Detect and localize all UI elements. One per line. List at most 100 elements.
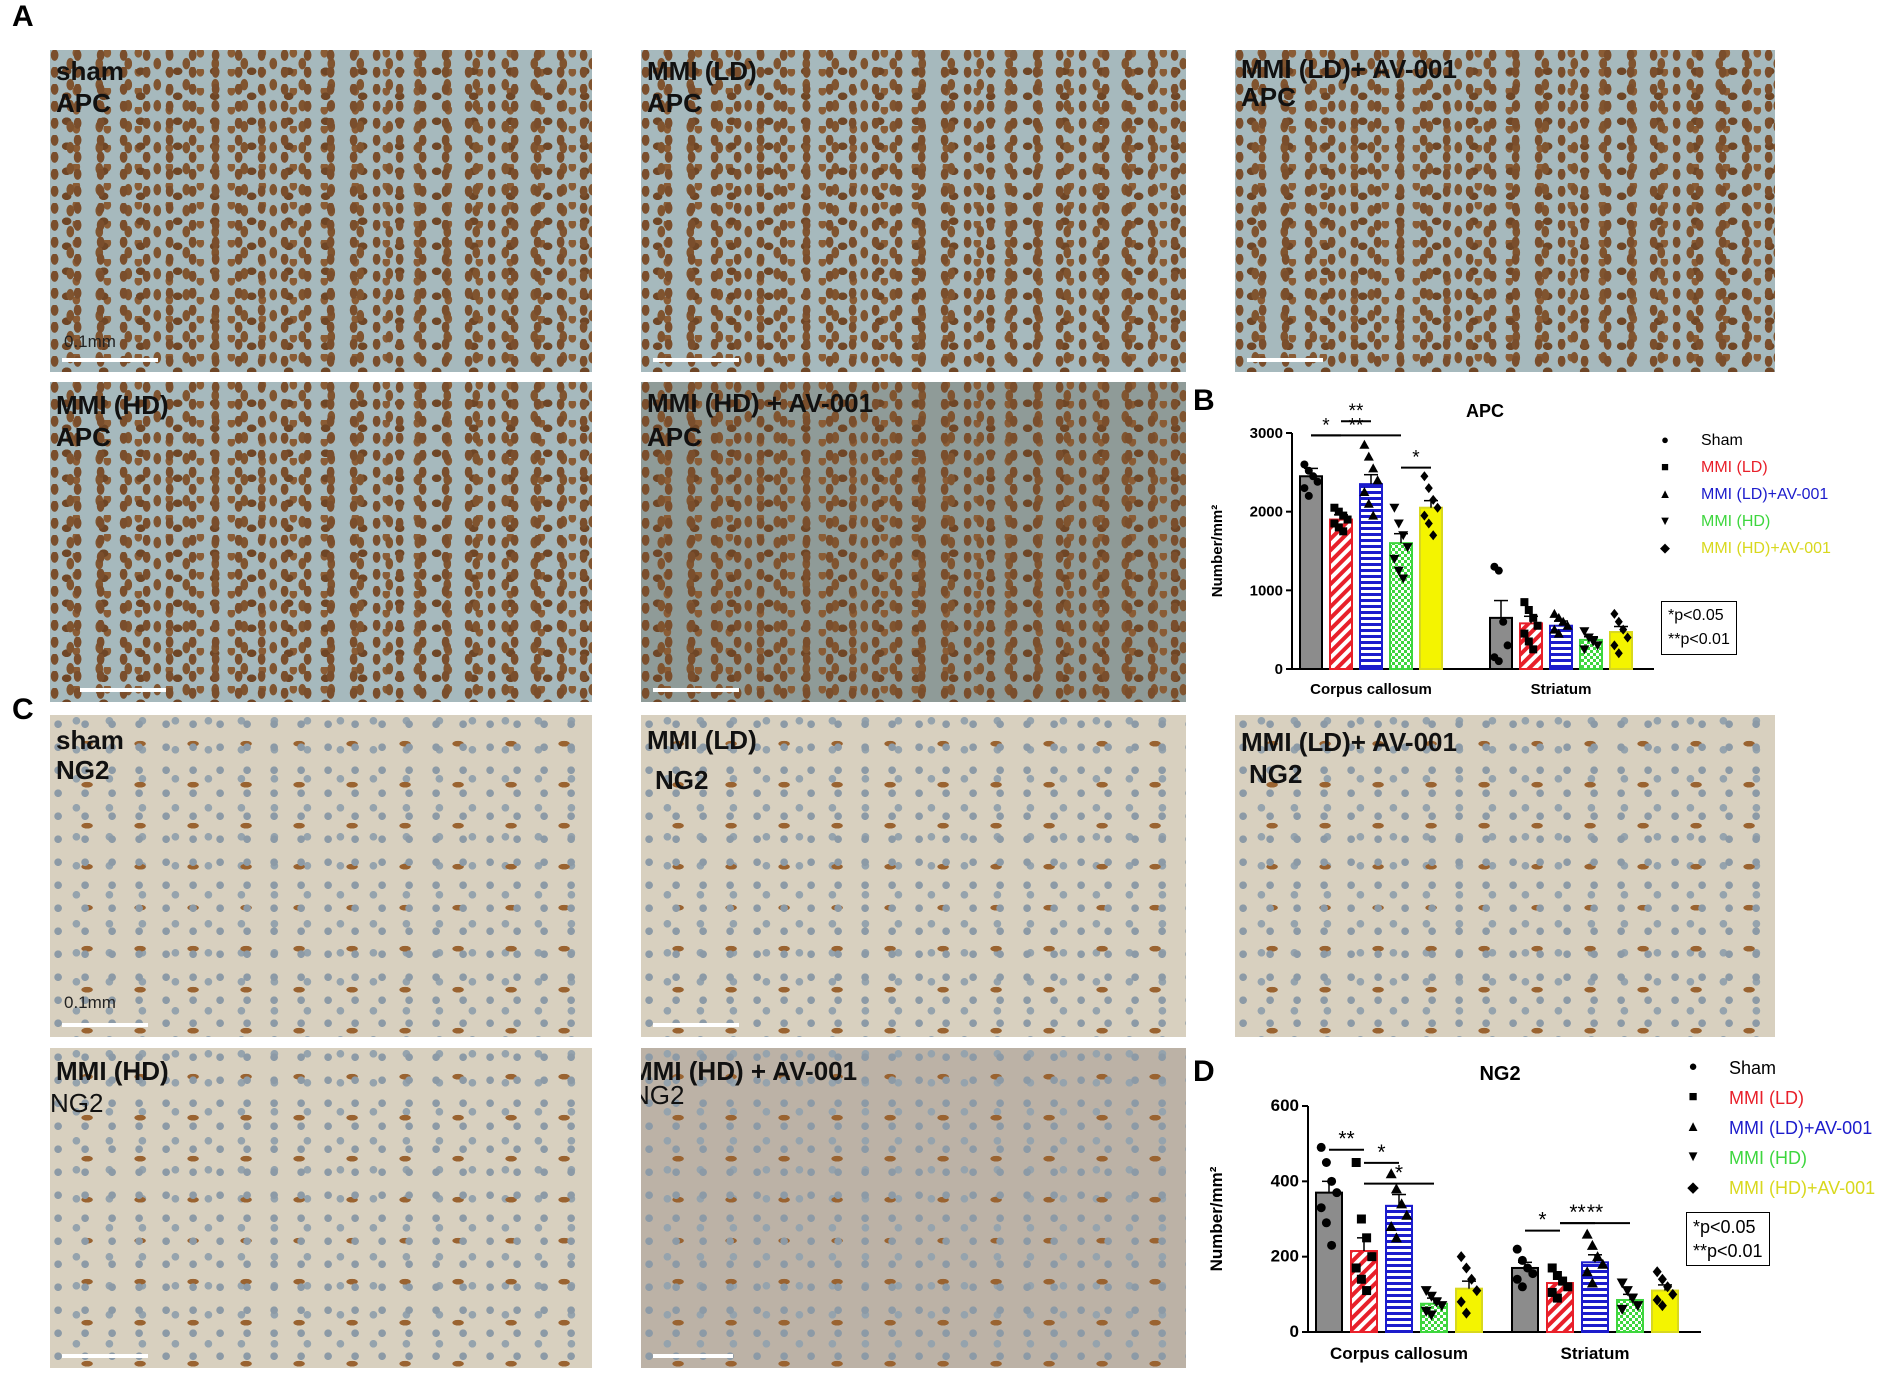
micrograph-stain-label: APC [56, 422, 111, 452]
data-point [1425, 1310, 1437, 1321]
data-point [1517, 1255, 1527, 1265]
micrograph-apc-mmi-hd: MMI (HD) APC [50, 382, 592, 702]
data-point [1339, 511, 1348, 520]
data-point [1663, 1281, 1673, 1293]
scale-bar [653, 358, 739, 362]
data-point [1433, 502, 1442, 513]
data-point [1396, 1198, 1408, 1209]
legend-label: MMI (HD)+AV-001 [1701, 540, 1831, 557]
data-point [1390, 1183, 1402, 1194]
data-point [1385, 1221, 1397, 1232]
micrograph-group-label: sham [56, 725, 124, 755]
significance-label: * [1538, 1209, 1546, 1232]
micrograph-stain-label: APC [1241, 82, 1296, 112]
data-point [1363, 498, 1374, 508]
micrograph-ng2-mmi-ld-av001: MMI (LD)+ AV-001 NG2 [1235, 715, 1775, 1037]
significance-label: ** [1349, 401, 1364, 422]
data-point [1553, 628, 1564, 638]
data-point [1436, 1301, 1448, 1312]
data-point [1592, 1251, 1604, 1262]
data-point [1368, 510, 1379, 520]
data-point [1592, 641, 1603, 651]
data-point [1429, 494, 1438, 505]
data-point [1528, 1269, 1538, 1279]
data-point [1552, 1271, 1562, 1280]
pvalue-box-ng2: *p<0.05 **p<0.01 [1686, 1212, 1770, 1266]
legend-marker-icon: ▼ [1685, 1148, 1701, 1165]
data-point [1327, 1176, 1337, 1186]
data-point [1562, 620, 1573, 630]
data-point [1512, 1244, 1522, 1254]
data-point [1563, 1282, 1573, 1292]
data-point [1339, 527, 1348, 536]
data-point [1330, 519, 1339, 528]
micrograph-ng2-sham: sham NG2 0.1mm [50, 715, 592, 1037]
bar [1389, 542, 1413, 670]
data-point [1401, 1209, 1413, 1220]
micrograph-stain-label: APC [647, 88, 702, 118]
legend-marker-icon: ■ [1661, 459, 1669, 474]
data-point [1300, 460, 1309, 469]
data-point [1461, 1307, 1471, 1319]
data-point [1398, 531, 1409, 541]
y-axis-label: Number/mm² [1207, 1166, 1226, 1271]
scale-bar [653, 1354, 733, 1358]
panel-label-c: C [12, 693, 34, 726]
pvalue-line-1: *p<0.05 [1668, 607, 1724, 624]
legend-marker-icon: ▲ [1658, 486, 1672, 501]
data-point [1461, 1262, 1471, 1274]
data-point [1309, 472, 1318, 481]
y-tick-label: 0 [1275, 661, 1283, 678]
data-point [1558, 1276, 1568, 1286]
panel-label-b: B [1193, 384, 1215, 417]
data-point [1313, 477, 1322, 486]
data-point [1472, 1285, 1482, 1297]
data-point [1363, 451, 1374, 461]
legend-marker-icon: ▼ [1658, 513, 1672, 528]
data-point [1616, 1304, 1628, 1315]
data-point [1558, 616, 1569, 626]
significance-label: * [1395, 1162, 1403, 1185]
panel-label-d: D [1193, 1055, 1215, 1088]
data-point [1402, 543, 1413, 553]
data-point [1619, 624, 1628, 635]
data-point [1494, 566, 1503, 575]
scale-bar [653, 688, 739, 692]
data-point [1343, 515, 1352, 524]
y-tick-label: 0 [1290, 1322, 1299, 1341]
data-point [1389, 503, 1400, 513]
data-point [1385, 1168, 1397, 1179]
significance-label: ** [1587, 1201, 1603, 1224]
data-point [1529, 613, 1538, 622]
micrograph-group-label: MMI (LD)+ AV-001 [1241, 727, 1457, 757]
legend-label: MMI (HD) [1729, 1148, 1807, 1168]
data-point [1579, 645, 1590, 655]
micrograph-stain-label: NG2 [50, 1088, 104, 1118]
scale-bar [62, 1354, 148, 1358]
data-point [1533, 621, 1542, 630]
pvalue-line-2: **p<0.01 [1693, 1241, 1763, 1261]
data-point [1393, 566, 1404, 576]
y-axis-label: Number/mm² [1209, 505, 1226, 598]
category-label: Striatum [1531, 681, 1592, 698]
data-point [1367, 1252, 1377, 1262]
data-point [1372, 475, 1383, 485]
chart-ng2: 0 200 400 600 Number/mm² NG2 Corpus callosum St… [1200, 1060, 1701, 1380]
micrograph-group-label: MMI (HD) + AV-001 [647, 388, 874, 418]
data-point [1616, 1278, 1628, 1289]
data-point [1316, 1142, 1326, 1152]
chart-title: APC [1466, 401, 1504, 421]
legend-apc: ● Sham ■ MMI (LD) ▲ MMI (LD)+AV-001 ▼ MMI (HD) ◆… [1655, 432, 1885, 582]
scale-bar-label: 0.1mm [64, 332, 116, 351]
micrograph-stain-label: NG2 [56, 755, 110, 785]
data-point [1586, 1239, 1598, 1250]
data-point [1431, 1297, 1443, 1308]
micrograph-stain-label: APC [647, 422, 702, 452]
data-point [1424, 483, 1433, 494]
chart-apc-svg: 0 1000 2000 3000 Number/mm² APC Corpus callosu… [1209, 401, 1654, 698]
micrograph-apc-mmi-ld-av001: MMI (LD)+ AV-001 APC [1235, 50, 1775, 372]
data-point [1321, 1158, 1331, 1167]
data-point [1552, 1293, 1562, 1303]
micrograph-stain-label: NG2 [655, 765, 709, 795]
data-point [1494, 657, 1503, 666]
